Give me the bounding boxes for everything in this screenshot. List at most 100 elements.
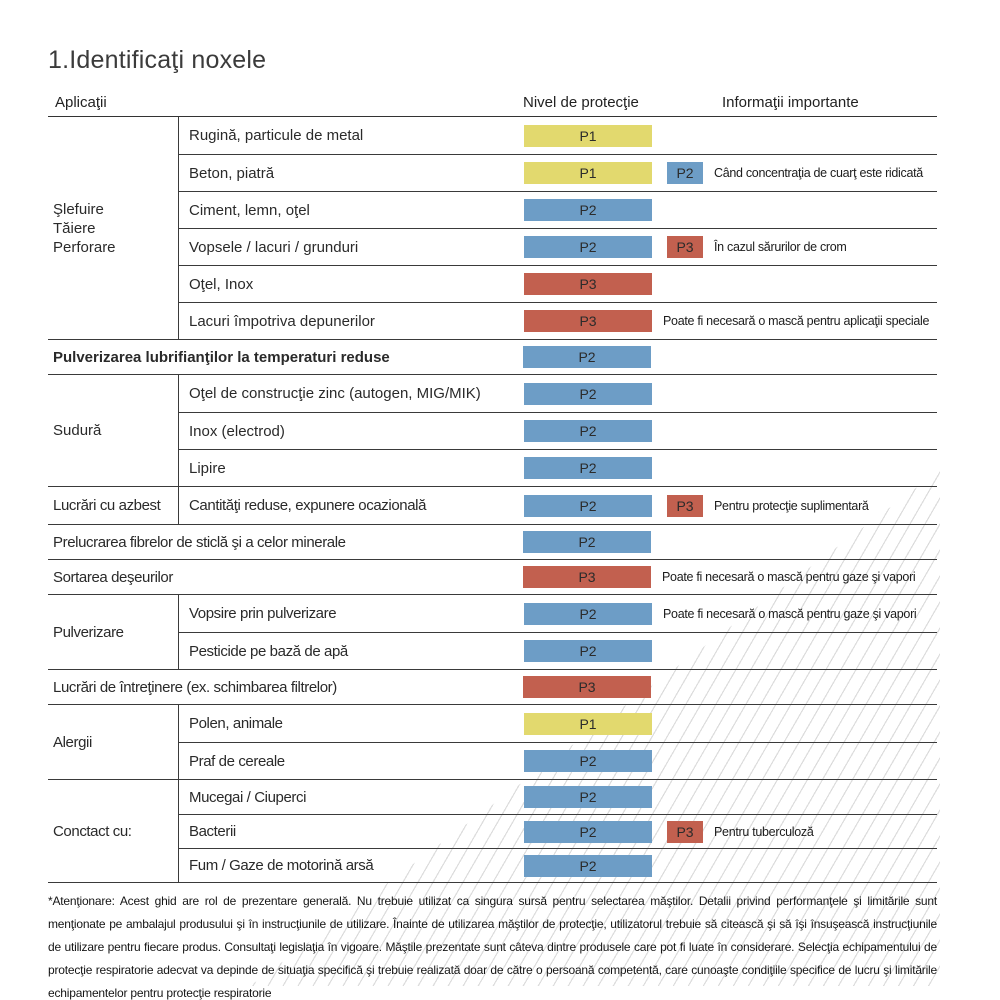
column-header-protection-level: Nivel de protecţie [523,94,639,111]
important-info-text: Poate fi necesară o mască pentru aplicaţ… [663,314,930,328]
protection-badge-p2: P2 [524,420,652,442]
protection-badge-p2: P2 [524,382,652,405]
table-row: Ciment, lemn, oţel P2 [179,191,937,228]
section-label: Şlefuire Tăiere Perforare [53,200,116,256]
application-label: Praf de cereale [189,752,285,770]
application-label: Prelucrarea fibrelor de sticlă şi a celo… [53,533,346,551]
protection-badge-p2: P2 [524,786,652,808]
column-header-important-info: Informaţii importante [722,94,859,111]
page-content: 1.Identificaţi noxele Aplicaţii Nivel de… [48,46,937,1000]
protection-badge-p3: P3 [667,236,703,258]
table-row: Cantităţi reduse, expunere ocazională P2 P… [179,487,937,524]
application-label: Lucrări de întreţinere (ex. schimbarea f… [53,678,337,696]
section-label: Alergii [53,733,92,751]
protection-badge-p2: P2 [523,346,651,368]
table-row: Pulverizarea lubrifianţilor la temperatu… [48,340,937,374]
table-section: Prelucrarea fibrelor de sticlă şi a celo… [48,524,937,559]
protection-badge-p1: P1 [524,162,652,184]
table-row: Polen, animale P1 [179,705,937,742]
protection-badge-p3: P3 [523,676,651,698]
section-rows: Mucegai / Ciuperci P2 Bacterii P2 P3 Pentru t… [178,780,937,882]
table-header: Aplicaţii Nivel de protecţie Informaţii … [48,91,937,117]
table-row: Praf de cereale P2 [179,742,937,779]
column-header-applications: Aplicaţii [55,94,107,111]
important-info-text: Pentru protecţie suplimentară [714,498,869,513]
table-row: Beton, piatră P1 P2 Când concentraţia de cu… [179,154,937,191]
application-label: Cantităţi reduse, expunere ocazională [189,497,427,514]
hazard-table-body: Şlefuire Tăiere Perforare Rugină, particu… [48,117,937,882]
important-info-text: Pentru tuberculoză [714,824,814,839]
important-info-text: Poate fi necesară o mască pentru gaze şi… [662,570,916,584]
table-row: Vopsire prin pulverizare P2 Poate fi neces… [179,595,937,632]
application-label: Bacterii [189,823,236,840]
application-label: Beton, piatră [189,164,275,182]
table-row: Bacterii P2 P3 Pentru tuberculoză [179,814,937,848]
table-row: Mucegai / Ciuperci P2 [179,780,937,814]
table-section: Pulverizare Vopsire prin pulverizare P2 Poa… [48,594,937,669]
application-label: Fum / Gaze de motorină arsă [189,857,374,874]
table-section: Lucrări cu azbest Cantităţi reduse, expun… [48,486,937,524]
important-info-text: Când concentraţia de cuarţ este ridicată [714,166,923,180]
application-label: Vopsele / lacuri / grunduri [189,238,359,256]
important-info-text: Poate fi necesară o mască pentru gaze şi… [663,606,917,621]
protection-badge-p2: P2 [524,236,652,258]
hazard-table: Aplicaţii Nivel de protecţie Informaţii … [48,91,937,883]
protection-badge-p1: P1 [524,124,652,147]
table-row: Inox (electrod) P2 [179,412,937,449]
section-label: Lucrări cu azbest [53,497,161,514]
application-label: Sortarea deşeurilor [53,568,173,586]
application-label: Oţel, Inox [189,275,254,293]
protection-badge-p2: P2 [524,820,652,843]
table-row: Lipire P2 [179,449,937,486]
table-row: Prelucrarea fibrelor de sticlă şi a celo… [48,525,937,559]
protection-badge-p3: P3 [524,310,652,332]
protection-badge-p2: P2 [524,494,652,517]
protection-badge-p2: P2 [524,854,652,877]
application-label: Pesticide pe bază de apă [189,642,348,660]
table-section: Sortarea deşeurilor P3 Poate fi necesară o… [48,559,937,594]
protection-badge-p2: P2 [667,162,703,184]
section-label: Pulverizare [53,623,124,641]
protection-badge-p3: P3 [524,273,652,295]
protection-badge-p3: P3 [523,566,651,588]
table-row: Fum / Gaze de motorină arsă P2 [179,848,937,882]
table-row: Pesticide pe bază de apă P2 [179,632,937,669]
section-rows: Cantităţi reduse, expunere ocazională P2 P… [178,487,937,524]
application-label: Oţel de construcţie zinc (autogen, MIG/M… [189,385,481,402]
application-label: Rugină, particule de metal [189,127,364,144]
page-title: 1.Identificaţi noxele [48,46,267,74]
application-label: Inox (electrod) [189,422,285,440]
protection-badge-p3: P3 [667,494,703,517]
protection-badge-p2: P2 [523,531,651,553]
table-section: Conctact cu: Mucegai / Ciuperci P2 Bacterii… [48,779,937,882]
application-label: Vopsire prin pulverizare [189,605,337,622]
protection-badge-p2: P2 [524,602,652,625]
table-section: Alergii Polen, animale P1 Praf de cereale P2 [48,704,937,779]
table-row: Lucrări de întreţinere (ex. schimbarea f… [48,670,937,704]
table-section: Şlefuire Tăiere Perforare Rugină, particu… [48,117,937,339]
section-label: Sudură [53,422,102,439]
protection-badge-p2: P2 [524,457,652,479]
protection-badge-p2: P2 [524,199,652,221]
application-label: Lacuri împotriva depunerilor [189,312,375,330]
section-rows: Polen, animale P1 Praf de cereale P2 [178,705,937,779]
table-row: Oţel, Inox P3 [179,265,937,302]
table-section: Pulverizarea lubrifianţilor la temperatu… [48,339,937,374]
protection-badge-p2: P2 [524,640,652,662]
protection-badge-p1: P1 [524,712,652,735]
application-label: Pulverizarea lubrifianţilor la temperatu… [53,348,390,366]
application-label: Mucegai / Ciuperci [189,788,307,806]
important-info-text: În cazul sărurilor de crom [714,240,847,254]
application-label: Ciment, lemn, oţel [189,201,310,219]
table-section: Lucrări de întreţinere (ex. schimbarea f… [48,669,937,704]
protection-badge-p3: P3 [667,820,703,843]
table-section: Sudură Oţel de construcţie zinc (autogen,… [48,374,937,486]
section-rows: Rugină, particule de metal P1 Beton, piatr… [178,117,937,339]
table-row: Sortarea deşeurilor P3 Poate fi necesară o… [48,560,937,594]
protection-badge-p2: P2 [524,750,652,772]
application-label: Polen, animale [189,715,283,732]
section-rows: Oţel de construcţie zinc (autogen, MIG/M… [178,375,937,486]
table-row: Rugină, particule de metal P1 [179,117,937,154]
application-label: Lipire [189,459,226,477]
